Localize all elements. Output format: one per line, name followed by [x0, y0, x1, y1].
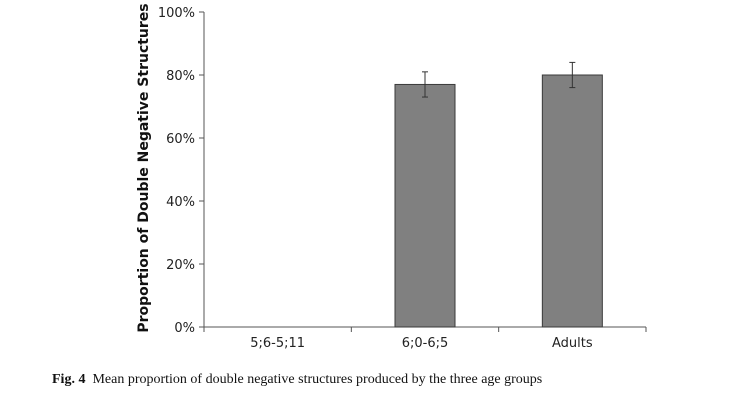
bar: [394, 83, 456, 328]
y-tick-label: 80%: [166, 69, 195, 84]
y-tick-label: 60%: [166, 132, 195, 147]
bar: [541, 74, 603, 328]
x-tick-label: 5;6-5;11: [250, 336, 305, 351]
figure-caption: Fig. 4 Mean proportion of double negativ…: [52, 372, 742, 388]
y-tick-label: 100%: [158, 6, 195, 21]
y-tick-label: 20%: [166, 258, 195, 273]
bar-chart: Proportion of Double Negative Structures…: [136, 3, 647, 351]
y-axis-label: Proportion of Double Negative Structures: [136, 3, 152, 332]
y-axis: 0% 20% 40% 60% 80% 100%: [158, 6, 205, 336]
x-tick-label: Adults: [552, 336, 593, 351]
y-tick-label: 0%: [174, 321, 195, 336]
x-tick-label: 6;0-6;5: [402, 336, 449, 351]
caption-label: Fig. 4: [52, 372, 86, 387]
caption-text: Mean proportion of double negative struc…: [92, 372, 543, 387]
bars: [394, 61, 603, 328]
y-tick-label: 40%: [166, 195, 195, 210]
x-axis: 5;6-5;11 6;0-6;5 Adults: [203, 326, 647, 351]
